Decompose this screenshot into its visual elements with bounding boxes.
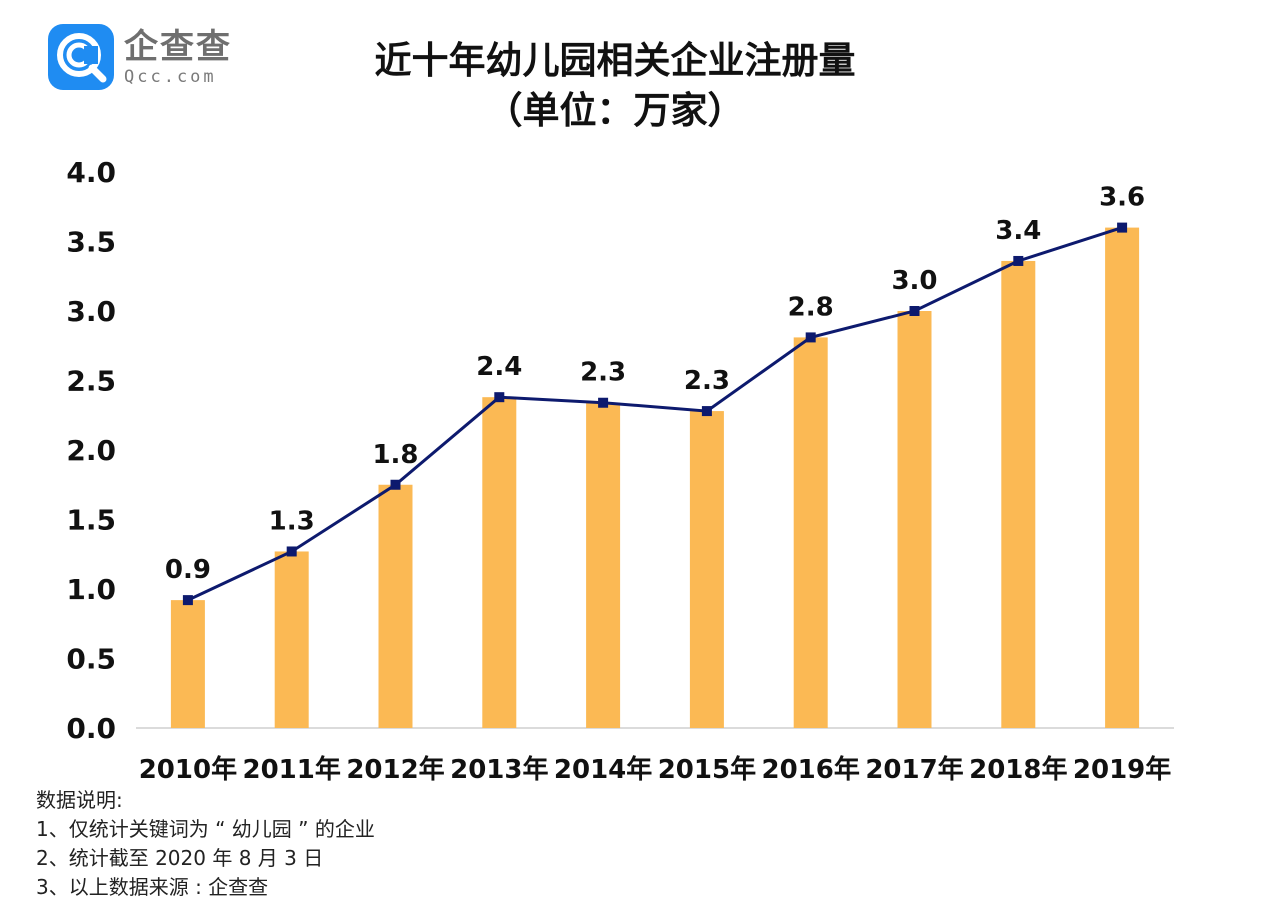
data-label: 3.6 <box>1099 183 1145 213</box>
data-label: 1.3 <box>269 506 315 536</box>
notes-item-2: 2、统计截至 2020 年 8 月 3 日 <box>36 846 324 870</box>
trend-line <box>187 226 1123 602</box>
y-tick-label: 2.0 <box>66 434 116 467</box>
y-tick-label: 1.5 <box>66 504 116 537</box>
bar <box>1105 227 1140 728</box>
bar <box>689 411 724 728</box>
y-tick-label: 0.0 <box>66 712 116 745</box>
y-tick-label: 2.5 <box>66 365 116 398</box>
bar <box>170 600 205 728</box>
line-point <box>1013 255 1024 266</box>
data-label: 0.9 <box>165 555 211 585</box>
line-point <box>390 479 401 490</box>
logo-name: 企查查 <box>124 27 232 67</box>
line-point <box>1117 222 1128 233</box>
x-tick-label: 2016年 <box>762 754 860 785</box>
y-tick-label: 1.0 <box>66 573 116 606</box>
y-tick-label: 0.5 <box>66 643 116 676</box>
x-tick-label: 2010年 <box>139 754 237 785</box>
bar <box>1001 260 1036 728</box>
line-point <box>494 392 505 403</box>
x-tick-label: 2017年 <box>865 754 963 785</box>
notes-heading: 数据说明: <box>36 788 123 812</box>
line-point <box>182 595 193 606</box>
y-tick-label: 4.0 <box>66 156 116 189</box>
bar <box>586 402 621 728</box>
notes-item-1: 1、仅统计关键词为 “ 幼儿园 ” 的企业 <box>36 817 375 841</box>
qcc-logo: 企查查 Qcc.com <box>48 24 232 90</box>
logo-domain: Qcc.com <box>124 67 217 87</box>
x-tick-label: 2014年 <box>554 754 652 785</box>
data-label: 2.8 <box>788 292 834 322</box>
line-point <box>598 397 609 408</box>
line-point <box>286 546 297 557</box>
data-label: 2.3 <box>580 358 626 388</box>
bar <box>793 337 828 728</box>
data-label: 2.4 <box>476 352 522 382</box>
bar <box>274 551 309 728</box>
bar <box>897 311 932 728</box>
notes-item-3: 3、以上数据来源 : 企查查 <box>36 875 269 899</box>
data-notes: 数据说明: 1、仅统计关键词为 “ 幼儿园 ” 的企业 2、统计截至 2020 … <box>36 786 375 902</box>
bar <box>378 484 413 728</box>
y-tick-label: 3.0 <box>66 295 116 328</box>
line-point <box>701 406 712 417</box>
line-point <box>909 306 920 316</box>
bar <box>482 397 517 728</box>
chart-title-line2: （单位：万家） <box>485 89 745 132</box>
x-tick-label: 2015年 <box>658 754 756 785</box>
data-label: 1.8 <box>372 440 418 470</box>
qcc-logo-icon <box>48 24 114 90</box>
line-point <box>805 332 816 343</box>
data-label: 3.0 <box>891 266 937 296</box>
data-label: 2.3 <box>684 366 730 396</box>
x-tick-label: 2019年 <box>1073 754 1171 785</box>
x-tick-label: 2011年 <box>243 754 341 785</box>
x-tick-label: 2012年 <box>346 754 444 785</box>
y-tick-label: 3.5 <box>66 226 116 259</box>
chart-title-line1: 近十年幼儿园相关企业注册量 <box>374 39 856 82</box>
data-label: 3.4 <box>995 216 1041 246</box>
x-tick-label: 2018年 <box>969 754 1067 785</box>
chart-title: 近十年幼儿园相关企业注册量 （单位：万家） <box>300 36 930 136</box>
x-tick-label: 2013年 <box>450 754 548 785</box>
